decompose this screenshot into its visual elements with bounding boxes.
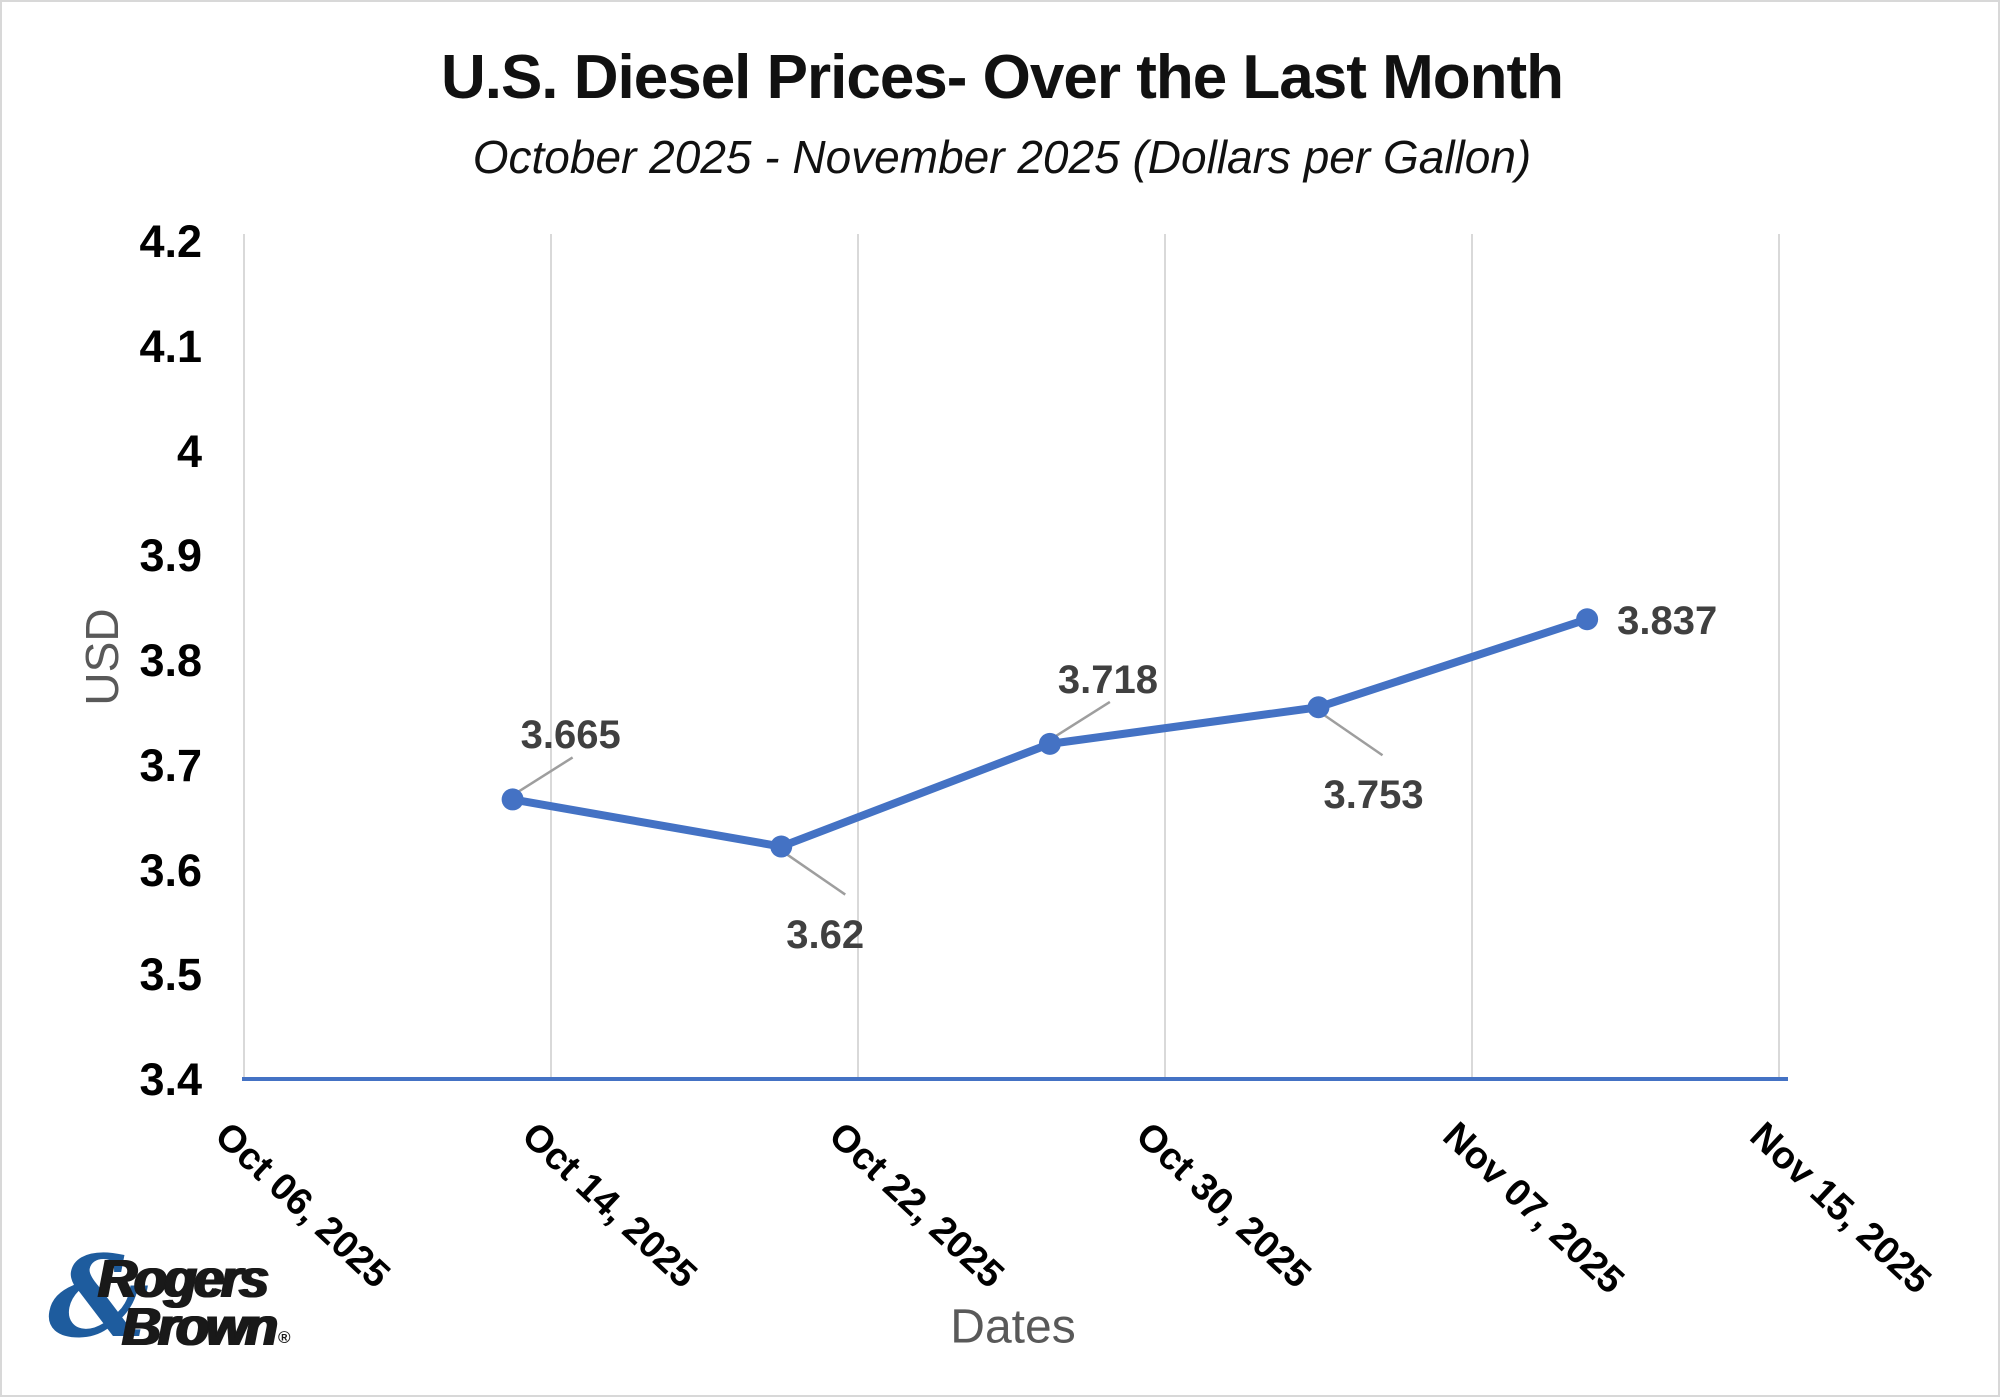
- v-gridline: [1164, 234, 1166, 1080]
- x-tick-label: Oct 30, 2025: [1127, 1114, 1319, 1297]
- x-axis-line: [242, 1077, 1788, 1081]
- data-point-marker: [501, 788, 524, 811]
- data-point-marker: [1038, 732, 1061, 755]
- data-point-label: 3.753: [1323, 773, 1424, 818]
- v-gridline: [1471, 234, 1473, 1080]
- series-line: [508, 615, 1592, 851]
- data-point-label: 3.62: [786, 912, 865, 957]
- rogers-brown-logo: & Rogers Brown ®: [48, 1236, 352, 1366]
- logo-brown-word: Brown: [122, 1297, 278, 1357]
- x-tick-label: Oct 14, 2025: [513, 1114, 705, 1297]
- data-point-label: 3.718: [1057, 657, 1158, 702]
- y-axis-line: [243, 234, 245, 1080]
- logo-ampersand-icon: &: [48, 1232, 150, 1363]
- data-point-label: 3.837: [1617, 599, 1718, 644]
- chart-subtitle: October 2025 - November 2025 (Dollars pe…: [472, 131, 1532, 183]
- v-gridline: [550, 234, 552, 1080]
- y-tick-label: 3.9: [139, 530, 202, 582]
- leader-line: [783, 851, 846, 896]
- y-tick-label: 3.8: [139, 635, 202, 686]
- logo-brown-text: Brown ®: [122, 1297, 291, 1357]
- x-tick-label: Oct 22, 2025: [820, 1114, 1012, 1297]
- y-tick-label: 3.5: [139, 949, 202, 1001]
- y-tick-label: 3.7: [139, 739, 202, 791]
- y-tick-label: 4.2: [139, 216, 202, 267]
- y-tick-label: 4: [176, 425, 202, 477]
- x-tick-label: Nov 15, 2025: [1741, 1114, 1939, 1303]
- data-point-marker: [770, 835, 793, 858]
- data-point-marker: [1576, 608, 1599, 631]
- data-point-marker: [1307, 696, 1330, 719]
- y-tick-label: 3.6: [139, 844, 202, 896]
- logo-rogers-text: Rogers: [98, 1249, 269, 1309]
- leader-line: [1320, 712, 1384, 757]
- chart-title: U.S. Diesel Prices- Over the Last Month: [440, 43, 1564, 112]
- leader-line: [514, 756, 574, 795]
- x-axis-title: Dates: [950, 1300, 1076, 1354]
- leader-line: [1052, 700, 1111, 739]
- data-point-label: 3.665: [520, 713, 621, 758]
- v-gridline: [1778, 234, 1780, 1080]
- x-tick-label: Nov 07, 2025: [1434, 1114, 1632, 1303]
- registered-mark: ®: [278, 1328, 291, 1347]
- y-tick-label: 3.4: [139, 1054, 202, 1105]
- y-tick-label: 4.1: [139, 320, 202, 372]
